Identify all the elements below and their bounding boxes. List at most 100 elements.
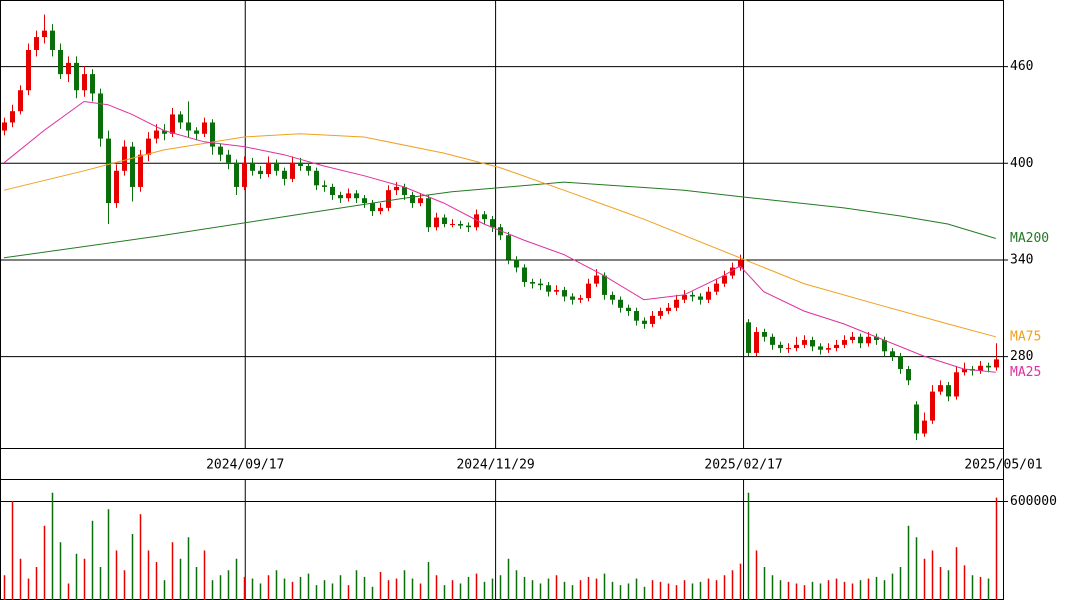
y-tick-label: 400 xyxy=(1010,156,1033,171)
candle-body xyxy=(802,340,807,345)
candle-body xyxy=(154,130,159,139)
candle-body xyxy=(978,365,983,371)
y-tick-label: 460 xyxy=(1010,59,1033,74)
candle-body xyxy=(50,30,55,50)
candle-body xyxy=(322,185,327,187)
candle-body xyxy=(690,294,695,297)
candle-body xyxy=(370,203,375,212)
candle-body xyxy=(994,359,999,368)
candle-body xyxy=(962,369,967,373)
candle-body xyxy=(570,296,575,300)
candle-body xyxy=(818,346,823,350)
volume-tick-label: 600000 xyxy=(1010,494,1057,509)
candle-body xyxy=(618,299,623,308)
candle-body xyxy=(866,336,871,344)
candle-body xyxy=(458,224,463,226)
candle-body xyxy=(810,340,815,347)
candle-body xyxy=(634,311,639,321)
candle-body xyxy=(778,344,783,349)
x-tick-label: 2025/02/17 xyxy=(704,458,782,473)
candle-body xyxy=(386,190,391,208)
candle-body xyxy=(466,225,471,228)
x-tick-label: 2025/05/01 xyxy=(964,458,1042,473)
candle-body xyxy=(122,146,127,171)
candle-body xyxy=(562,290,567,297)
candle-body xyxy=(834,344,839,349)
candle-body xyxy=(858,336,863,344)
candle-body xyxy=(786,348,791,350)
candle-body xyxy=(346,193,351,199)
candle-body xyxy=(986,365,991,368)
candle-body xyxy=(186,122,191,131)
candle-body xyxy=(642,320,647,324)
candle-body xyxy=(442,217,447,224)
x-tick-label: 2024/09/17 xyxy=(206,458,284,473)
candle-body xyxy=(554,290,559,292)
candle-body xyxy=(922,420,927,434)
legend-label: MA25 xyxy=(1010,365,1041,380)
candle-body xyxy=(338,194,343,199)
candle-body xyxy=(210,122,215,147)
candle-body xyxy=(530,282,535,284)
candle-body xyxy=(114,170,119,204)
ma-line xyxy=(3,100,996,373)
candle-body xyxy=(362,198,367,204)
candle-body xyxy=(946,385,951,397)
candle-body xyxy=(682,294,687,300)
candle-body xyxy=(514,259,519,268)
candle-body xyxy=(146,138,151,155)
candle-body xyxy=(938,385,943,392)
candle-body xyxy=(602,275,607,295)
candle-body xyxy=(770,336,775,345)
candle-body xyxy=(722,275,727,284)
candle-body xyxy=(202,122,207,134)
candle-body xyxy=(218,146,223,155)
candle-body xyxy=(890,351,895,357)
candle-body xyxy=(426,198,431,228)
candle-body xyxy=(162,130,167,134)
candle-body xyxy=(354,193,359,199)
candle-body xyxy=(130,146,135,187)
candle-body xyxy=(490,219,495,228)
candle-body xyxy=(410,194,415,204)
candle-body xyxy=(698,296,703,300)
ma-line xyxy=(3,133,996,338)
candle-body xyxy=(226,154,231,163)
candle-body xyxy=(930,391,935,421)
candle-body xyxy=(194,130,199,134)
candle-body xyxy=(626,307,631,312)
candle-body xyxy=(74,62,79,91)
candle-body xyxy=(82,74,87,91)
candle-body xyxy=(826,348,831,350)
candle-body xyxy=(402,186,407,195)
candle-body xyxy=(242,162,247,187)
candle-body xyxy=(954,372,959,397)
candle-body xyxy=(914,404,919,434)
candle-body xyxy=(274,162,279,171)
candle-body xyxy=(754,331,759,353)
candle-body xyxy=(98,93,103,139)
ma-line xyxy=(3,181,996,259)
candle-body xyxy=(18,90,23,112)
candle-body xyxy=(898,356,903,370)
candle-body xyxy=(434,217,439,228)
candle-body xyxy=(522,267,527,283)
candle-body xyxy=(578,298,583,300)
candle-body xyxy=(538,283,543,286)
candle-body xyxy=(794,344,799,349)
candle-body xyxy=(738,259,743,268)
candle-body xyxy=(34,37,39,50)
candle-body xyxy=(650,315,655,324)
candle-body xyxy=(42,30,47,38)
candle-body xyxy=(706,291,711,300)
candle-body xyxy=(674,299,679,308)
y-tick-label: 280 xyxy=(1010,349,1033,364)
candle-body xyxy=(2,122,7,131)
candle-body xyxy=(58,49,63,75)
candle-body xyxy=(546,285,551,292)
price-frame xyxy=(0,0,1004,449)
candle-body xyxy=(666,307,671,312)
volume-frame xyxy=(0,479,1004,600)
candle-body xyxy=(450,224,455,225)
